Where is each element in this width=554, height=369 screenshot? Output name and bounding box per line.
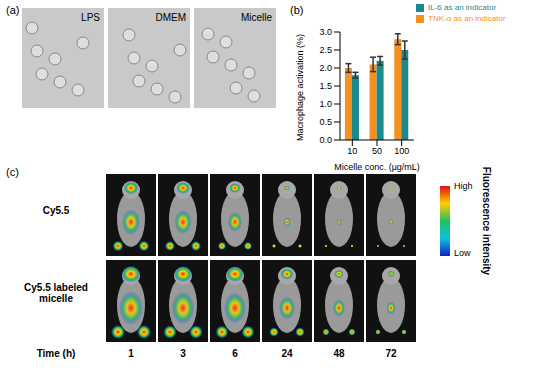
svg-text:3.0: 3.0 <box>319 27 332 37</box>
svg-text:10: 10 <box>347 146 357 156</box>
svg-text:50: 50 <box>372 146 382 156</box>
html-text:LPS: LPS <box>81 12 100 23</box>
html-text:Micelle: Micelle <box>240 12 272 23</box>
html-text:3: 3 <box>180 348 186 359</box>
html-text:1: 1 <box>128 348 134 359</box>
svg-text:Micelle conc. (μg/mL): Micelle conc. (μg/mL) <box>334 162 420 172</box>
html-text:High: High <box>454 181 473 191</box>
svg-text:2.5: 2.5 <box>319 45 332 55</box>
svg-text:0.5: 0.5 <box>319 117 332 127</box>
html-text:Cy5.5: Cy5.5 <box>42 205 70 216</box>
html-text:(c): (c) <box>6 166 19 178</box>
html-text:TNK-α as an indicator: TNK-α as an indicator <box>428 14 506 23</box>
html-text:(b): (b) <box>290 4 304 16</box>
html-text:Time (h): Time (h) <box>36 348 76 359</box>
svg-text:0.0: 0.0 <box>319 135 332 145</box>
svg-text:1.0: 1.0 <box>319 99 332 109</box>
html-text:72: 72 <box>385 348 397 359</box>
html-text:(a): (a) <box>6 4 20 16</box>
svg-text:100: 100 <box>394 146 409 156</box>
html-text:48: 48 <box>333 348 345 359</box>
html-text:IL-6 as an indicator: IL-6 as an indicator <box>428 3 496 12</box>
svg-text:1.5: 1.5 <box>319 81 332 91</box>
html-text:DMEM: DMEM <box>155 12 186 23</box>
html-text:6: 6 <box>232 348 238 359</box>
html-text:Cy5.5 labeled micelle: Cy5.5 labeled micelle <box>24 282 88 304</box>
html-text:Fluorescence intensity: Fluorescence intensity <box>480 166 492 276</box>
html-text:Low: Low <box>454 248 471 258</box>
svg-text:Macrophage activation (%): Macrophage activation (%) <box>295 34 305 141</box>
svg-text:2.0: 2.0 <box>319 63 332 73</box>
html-text:24: 24 <box>281 348 293 359</box>
